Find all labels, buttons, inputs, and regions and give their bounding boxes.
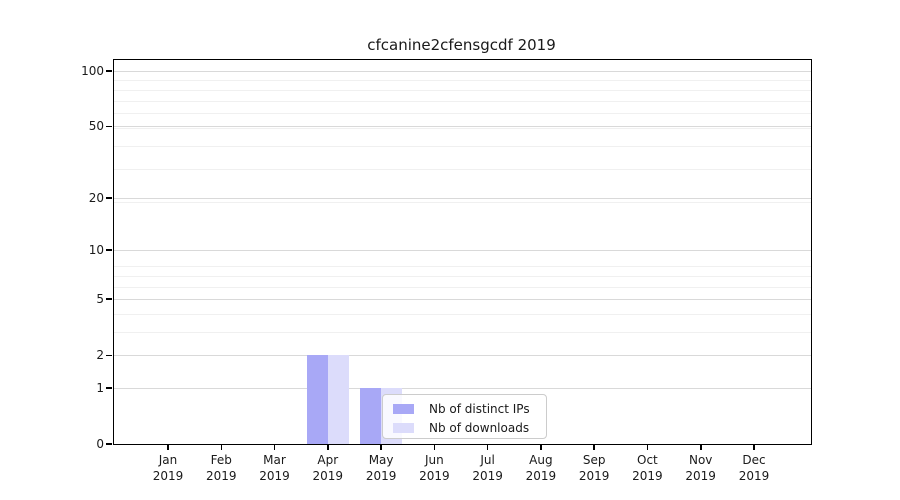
minor-gridline (114, 266, 811, 268)
major-gridline (114, 388, 811, 389)
x-tick-label: Oct 2019 (632, 453, 663, 483)
x-tick-mark (486, 444, 489, 450)
x-tick-mark (220, 444, 222, 450)
minor-gridline (114, 89, 811, 91)
y-tick-mark (106, 197, 112, 199)
bar-apr-downloads (327, 355, 350, 444)
plot-area: 0 1 2 5 10 20 50 100 Jan 2019 Feb 2019 Mar 2019 Apr 201… (81, 59, 812, 483)
major-gridline (114, 355, 811, 357)
major-gridline (114, 126, 811, 128)
x-tick-label: Nov 2019 (685, 453, 716, 483)
y-tick-mark (106, 70, 112, 72)
y-tick-label: 20 (88, 190, 104, 205)
minor-gridline (114, 201, 811, 203)
y-tick-label: 1 (96, 381, 104, 395)
minor-gridline (114, 332, 811, 333)
x-tick-mark (433, 444, 436, 450)
minor-gridline (114, 113, 811, 115)
x-tick-mark (753, 444, 755, 450)
major-gridline (114, 250, 811, 252)
y-tick-label: 2 (96, 348, 104, 363)
minor-gridline (114, 145, 811, 147)
x-tick-mark (700, 444, 702, 450)
legend-label-downloads: Nb of downloads (429, 421, 530, 435)
minor-gridline (114, 169, 811, 171)
x-tick-mark (540, 444, 542, 450)
y-tick-mark (106, 249, 112, 251)
x-tick-label: Sep 2019 (578, 453, 610, 483)
bar-apr-distinct-ips (306, 355, 328, 444)
y-tick-mark (106, 298, 112, 300)
x-tick-label: May 2019 (365, 453, 397, 483)
y-tick-label: 5 (96, 292, 104, 307)
y-tick-label: 50 (88, 119, 104, 134)
x-tick-mark (327, 444, 329, 450)
y-tick-mark (106, 443, 112, 445)
y-tick-label: 10 (88, 243, 104, 258)
legend: Nb of distinct IPs Nb of downloads (382, 394, 547, 439)
x-tick-label: Aug 2019 (525, 453, 557, 483)
x-tick-mark (273, 444, 276, 450)
y-tick-label: 100 (81, 64, 104, 78)
y-tick-label: 0 (96, 437, 104, 451)
chart-title: cfcanine2cfensgcdf 2019 (367, 36, 556, 54)
minor-gridline (114, 80, 811, 82)
x-tick-mark (167, 444, 169, 450)
x-tick-mark (380, 444, 382, 450)
x-tick-label: Mar 2019 (259, 453, 290, 483)
legend-swatch-downloads (393, 423, 414, 433)
minor-gridline (114, 127, 811, 129)
y-tick-mark (106, 387, 112, 389)
x-tick-label: Jun 2019 (419, 453, 450, 483)
legend-swatch-distinct-ips (393, 404, 414, 414)
minor-gridline (114, 275, 811, 277)
x-tick-mark (646, 444, 649, 450)
x-tick-label: Apr 2019 (312, 453, 344, 483)
x-tick-label: Feb 2019 (206, 453, 237, 483)
major-gridline (114, 197, 811, 199)
y-tick-mark (106, 125, 112, 127)
major-gridline (114, 71, 811, 72)
y-tick-mark (106, 354, 112, 356)
x-tick-label: Jul 2019 (472, 453, 503, 483)
minor-gridline (114, 100, 811, 102)
x-tick-mark (593, 444, 595, 450)
bar-may-distinct-ips (359, 388, 382, 444)
x-tick-label: Dec 2019 (738, 453, 770, 483)
minor-gridline (114, 286, 811, 288)
x-tick-label: Jan 2019 (152, 453, 184, 483)
minor-gridline (114, 313, 811, 315)
major-gridline (114, 299, 811, 301)
legend-label-distinct-ips: Nb of distinct IPs (429, 402, 530, 416)
